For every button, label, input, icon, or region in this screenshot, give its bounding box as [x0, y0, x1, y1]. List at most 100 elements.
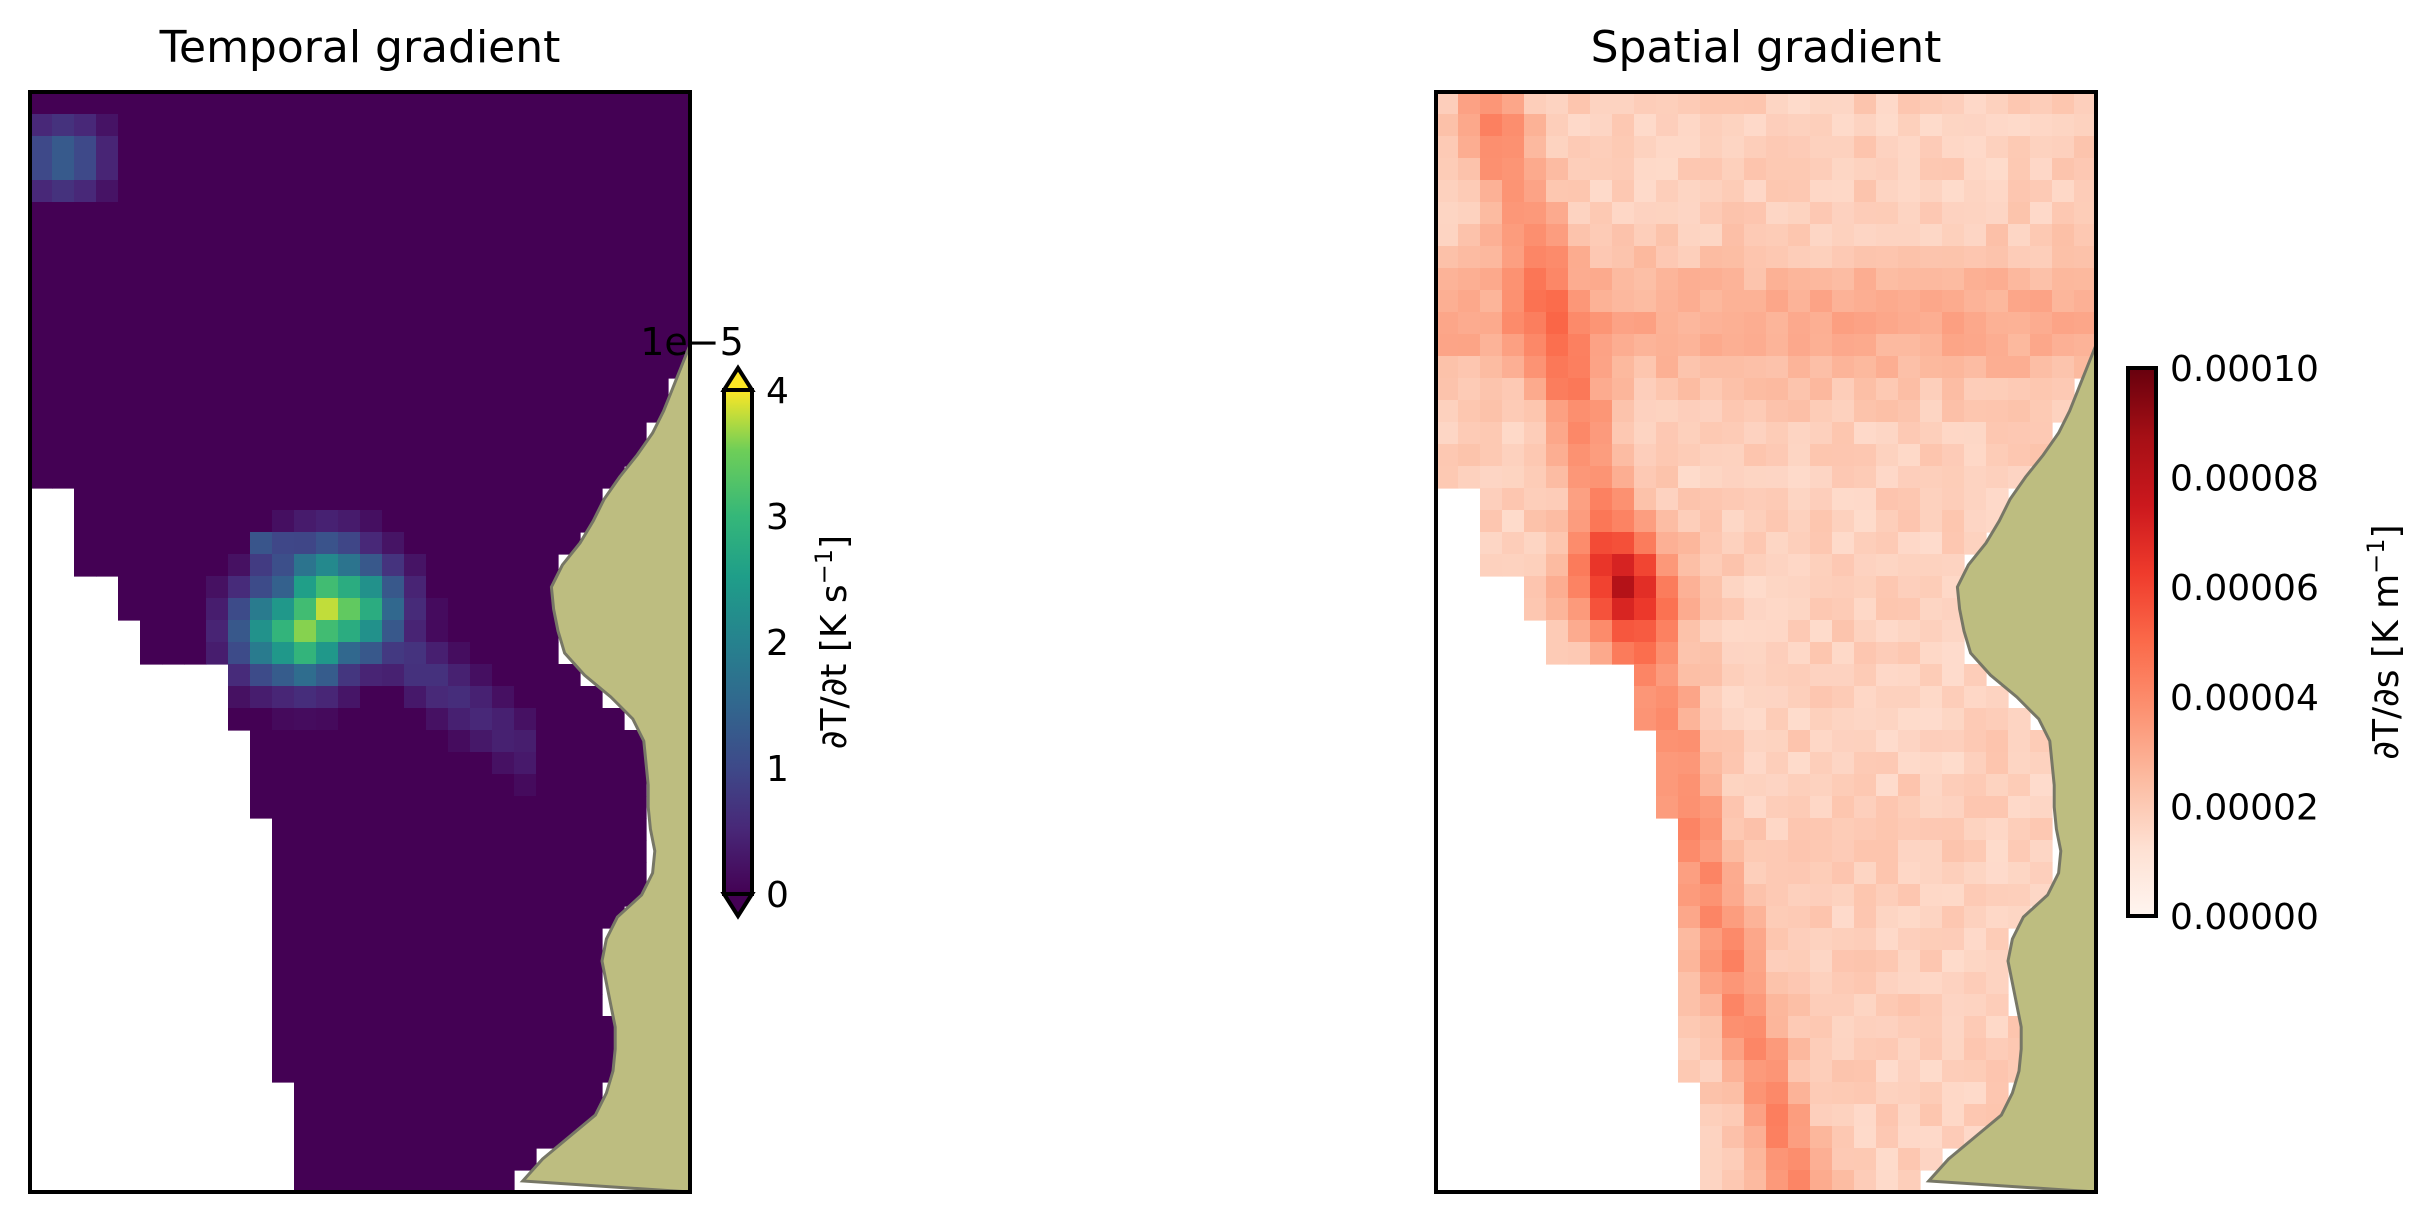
spatial-gradient-cell: [1854, 730, 1877, 753]
temporal-gradient-cell: [96, 400, 119, 423]
spatial-gradient-cell: [1722, 708, 1745, 731]
temporal-gradient-cell: [52, 92, 75, 115]
temporal-gradient-cell: [382, 862, 405, 885]
temporal-gradient-cell: [52, 224, 75, 247]
spatial-gradient-cell: [1788, 620, 1811, 643]
spatial-gradient-cell: [1854, 1082, 1877, 1105]
temporal-gradient-cell: [316, 818, 339, 841]
spatial-gradient-cell: [1854, 422, 1877, 445]
spatial-gradient-cell: [1810, 1082, 1833, 1105]
spatial-gradient-cell: [1788, 312, 1811, 335]
spatial-gradient-cell: [1964, 312, 1987, 335]
spatial-gradient-cell: [1546, 136, 1569, 159]
spatial-gradient-cell: [1898, 906, 1921, 929]
spatial-gradient-cell: [1832, 334, 1855, 357]
spatial-gradient-cell: [1986, 1038, 2009, 1061]
temporal-gradient-cell: [162, 312, 185, 335]
temporal-gradient-cell: [162, 488, 185, 511]
spatial-gradient-cell: [1700, 730, 1723, 753]
spatial-gradient-cell: [1854, 1126, 1877, 1149]
spatial-gradient-cell: [1788, 444, 1811, 467]
temporal-gradient-cell: [184, 598, 207, 621]
spatial-gradient-cell: [1678, 1038, 1701, 1061]
temporal-gradient-cell: [404, 840, 427, 863]
spatial-gradient-cell: [1524, 598, 1547, 621]
temporal-gradient-cell: [492, 224, 515, 247]
spatial-gradient-cell: [1876, 444, 1899, 467]
temporal-gradient-cell: [294, 576, 317, 599]
spatial-gradient-cell: [1546, 312, 1569, 335]
spatial-gradient-cell: [1986, 488, 2009, 511]
spatial-gradient-cell: [1634, 708, 1657, 731]
temporal-gradient-cell: [404, 136, 427, 159]
spatial-gradient-cell: [1788, 752, 1811, 775]
temporal-colorbar-offset: 1e−5: [640, 320, 744, 364]
spatial-gradient-cell: [1810, 114, 1833, 137]
temporal-gradient-cell: [140, 444, 163, 467]
temporal-gradient-cell: [514, 862, 537, 885]
spatial-gradient-cell: [1436, 290, 1459, 313]
temporal-gradient-cell: [338, 356, 361, 379]
spatial-gradient-cell: [1722, 928, 1745, 951]
spatial-gradient-cell: [1722, 136, 1745, 159]
spatial-gradient-cell: [1898, 840, 1921, 863]
spatial-gradient-cell: [2052, 378, 2075, 401]
temporal-gradient-cell: [382, 532, 405, 555]
temporal-gradient-cell: [492, 708, 515, 731]
spatial-gradient-cell: [1678, 136, 1701, 159]
spatial-gradient-cell: [1568, 92, 1591, 115]
spatial-gradient-cell: [1832, 972, 1855, 995]
temporal-gradient-cell: [470, 664, 493, 687]
spatial-gradient-cell: [1546, 202, 1569, 225]
temporal-gradient-cell: [536, 488, 559, 511]
temporal-gradient-cell: [272, 532, 295, 555]
temporal-gradient-cell: [382, 1016, 405, 1039]
spatial-gradient-cell: [1590, 180, 1613, 203]
spatial-gradient-cell: [1986, 884, 2009, 907]
temporal-gradient-cell: [514, 840, 537, 863]
temporal-gradient-cell: [250, 136, 273, 159]
temporal-gradient-cell: [580, 884, 603, 907]
spatial-gradient-cell: [1612, 532, 1635, 555]
spatial-gradient-cell: [1480, 180, 1503, 203]
spatial-gradient-cell: [1832, 114, 1855, 137]
spatial-gradient-cell: [1612, 378, 1635, 401]
spatial-gradient-cell: [1832, 444, 1855, 467]
temporal-gradient-cell: [426, 136, 449, 159]
temporal-gradient-cell: [206, 422, 229, 445]
temporal-gradient-cell: [30, 246, 53, 269]
temporal-gradient-cell: [338, 224, 361, 247]
spatial-gradient-cell: [1524, 510, 1547, 533]
temporal-gradient-cell: [668, 136, 691, 159]
temporal-gradient-cell: [470, 708, 493, 731]
spatial-gradient-cell: [1854, 136, 1877, 159]
temporal-gradient-cell: [558, 774, 581, 797]
spatial-gradient-cell: [1766, 752, 1789, 775]
temporal-gradient-cell: [448, 1060, 471, 1083]
temporal-gradient-cell: [96, 356, 119, 379]
temporal-gradient-cell: [382, 840, 405, 863]
spatial-gradient-cell: [1568, 620, 1591, 643]
temporal-gradient-cell: [492, 730, 515, 753]
temporal-gradient-cell: [514, 136, 537, 159]
temporal-gradient-cell: [558, 356, 581, 379]
spatial-gradient-cell: [1722, 290, 1745, 313]
temporal-gradient-cell: [316, 532, 339, 555]
spatial-gradient-cell: [1854, 818, 1877, 841]
spatial-gradient-cell: [1590, 488, 1613, 511]
spatial-gradient-cell: [1854, 400, 1877, 423]
spatial-gradient-cell: [1898, 1126, 1921, 1149]
spatial-gradient-cell: [1810, 1104, 1833, 1127]
spatial-gradient-cell: [1568, 180, 1591, 203]
temporal-gradient-cell: [162, 246, 185, 269]
temporal-gradient-cell: [184, 180, 207, 203]
spatial-gradient-cell: [2030, 202, 2053, 225]
spatial-gradient-cell: [1854, 224, 1877, 247]
temporal-gradient-cell: [558, 686, 581, 709]
temporal-gradient-cell: [580, 730, 603, 753]
spatial-gradient-cell: [1700, 488, 1723, 511]
spatial-gradient-panel: Spatial gradient: [1434, 22, 2098, 1194]
temporal-gradient-cell: [162, 422, 185, 445]
spatial-gradient-cell: [1568, 400, 1591, 423]
spatial-gradient-cell: [1810, 444, 1833, 467]
